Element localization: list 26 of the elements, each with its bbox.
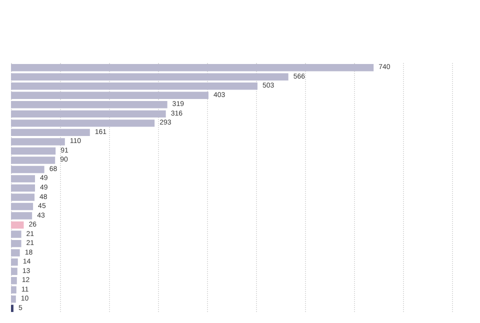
- bar: [11, 202, 34, 210]
- bar: [11, 156, 56, 164]
- bar: [11, 73, 288, 80]
- bar: [11, 138, 65, 146]
- bar: [11, 82, 258, 90]
- bar: [11, 249, 20, 256]
- bar: [11, 110, 166, 118]
- bar: [11, 194, 35, 201]
- bar: [11, 92, 208, 100]
- bar: [11, 258, 18, 266]
- bar: [11, 212, 32, 220]
- bar: [11, 230, 22, 238]
- bar: [11, 221, 24, 229]
- bar: [11, 147, 56, 155]
- bar: [11, 166, 44, 174]
- bar: [11, 268, 18, 275]
- bar: [11, 64, 374, 72]
- bar: [11, 101, 168, 108]
- bar: [11, 240, 22, 248]
- bar: [11, 128, 90, 136]
- bar: [11, 276, 17, 284]
- bar: [11, 184, 36, 192]
- bar: [11, 286, 16, 294]
- bar: [11, 120, 155, 127]
- bar: [11, 296, 16, 303]
- bar: [11, 175, 36, 182]
